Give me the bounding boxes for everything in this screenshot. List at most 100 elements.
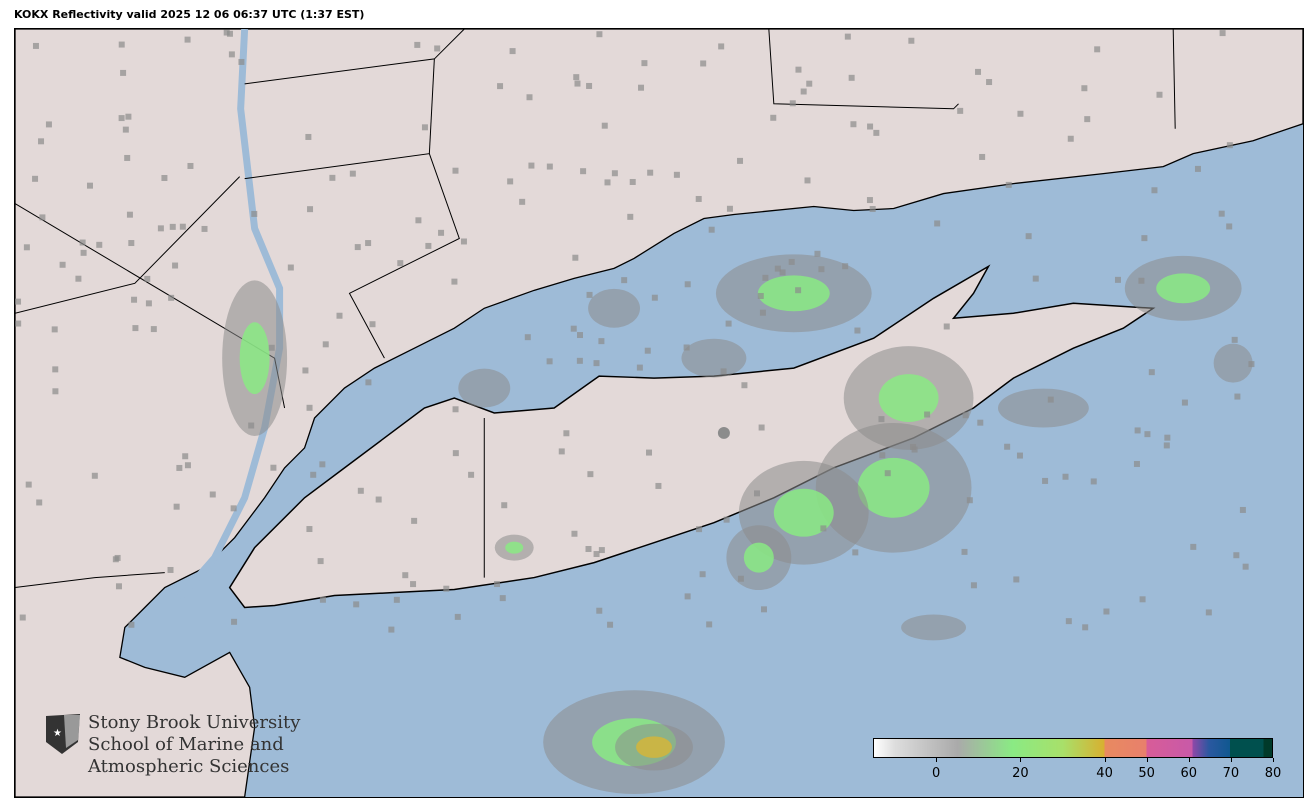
colorbar-tick-label: 50 <box>1138 766 1155 781</box>
radar-map[interactable] <box>14 28 1304 798</box>
echo-pixel <box>741 382 748 389</box>
echo-pixel <box>961 548 968 555</box>
echo-pixel <box>869 206 876 213</box>
svg-text:★: ★ <box>53 728 62 739</box>
echo-pixel <box>720 368 727 375</box>
echo-pixel <box>319 596 326 603</box>
echo-pixel <box>434 45 441 52</box>
echo-pixel <box>425 242 432 249</box>
echo-pixel <box>970 582 977 589</box>
echo-pixel <box>509 48 516 55</box>
echo-pixel <box>585 545 592 552</box>
radar-site <box>717 426 730 439</box>
echo-pixel <box>979 153 986 160</box>
echo-pixel <box>80 249 87 256</box>
echo-pixel <box>684 593 691 600</box>
echo-light <box>1213 343 1253 383</box>
echo-pixel <box>157 225 164 232</box>
echo-pixel <box>848 74 855 81</box>
mainland <box>15 29 1303 797</box>
colorbar-tick-label: 60 <box>1180 766 1198 781</box>
echo-pixel <box>319 461 326 468</box>
echo-pixel <box>1005 181 1012 188</box>
echo-pixel <box>251 210 258 217</box>
echo-pixel <box>167 566 174 573</box>
echo-pixel <box>145 300 152 307</box>
echo-pixel <box>122 126 129 133</box>
echo-pixel <box>421 124 428 131</box>
sbu-logo: ★ Stony Brook University School of Marin… <box>44 712 300 778</box>
echo-pixel <box>737 157 744 164</box>
echo-pixel <box>1094 46 1101 53</box>
echo-pixel <box>79 239 86 246</box>
colorbar-tick-label: 80 <box>1264 766 1282 781</box>
echo-pixel <box>402 572 409 579</box>
echo-pixel <box>758 424 765 431</box>
echo-pixel <box>1042 477 1049 484</box>
echo-pixel <box>497 83 504 90</box>
echo-pixel <box>231 618 238 625</box>
echo-pixel <box>957 107 964 114</box>
echo-pixel <box>725 320 732 327</box>
colorbar-tick-label: 0 <box>932 766 941 781</box>
echo-pixel <box>621 277 628 284</box>
echo-pixel <box>770 114 777 121</box>
echo-pixel <box>1090 478 1097 485</box>
echo-pixel <box>789 100 796 107</box>
colorbar-tick-mark <box>1188 758 1190 762</box>
echo-pixel <box>223 29 230 36</box>
echo-pixel <box>804 177 811 184</box>
echo-pixel <box>795 287 802 294</box>
colorbar-tick-label: 70 <box>1222 766 1240 781</box>
echo-core <box>505 541 524 554</box>
echo-pixel <box>507 178 514 185</box>
echo-pixel <box>737 575 744 582</box>
echo-pixel <box>611 170 618 177</box>
echo-pixel <box>168 294 175 301</box>
echo-pixel <box>1148 369 1155 376</box>
echo-pixel <box>762 274 769 281</box>
echo-pixel <box>452 450 459 457</box>
echo-pixel <box>1144 431 1151 438</box>
echo-pixel <box>574 80 581 87</box>
echo-pixel <box>601 122 608 129</box>
echo-pixel <box>75 275 82 282</box>
echo-core <box>636 736 672 758</box>
echo-pixel <box>563 430 570 437</box>
colorbar <box>873 738 1273 758</box>
echo-pixel <box>1156 91 1163 98</box>
echo-pixel <box>1233 552 1240 559</box>
echo-pixel <box>357 487 364 494</box>
echo-pixel <box>329 174 336 181</box>
echo-pixel <box>519 198 526 205</box>
echo-light <box>901 614 967 641</box>
echo-pixel <box>586 82 593 89</box>
echo-pixel <box>353 601 360 608</box>
echo-pixel <box>410 581 417 588</box>
echo-pixel <box>596 607 603 614</box>
echo-pixel <box>460 238 467 245</box>
echo-pixel <box>629 178 636 185</box>
echo-pixel <box>126 211 133 218</box>
echo-pixel <box>576 357 583 364</box>
echo-pixel <box>683 344 690 351</box>
echo-pixel <box>454 613 461 620</box>
echo-pixel <box>842 263 849 270</box>
echo-pixel <box>59 261 66 268</box>
echo-pixel <box>201 225 208 232</box>
echo-pixel <box>571 530 578 537</box>
echo-pixel <box>723 516 730 523</box>
echo-pixel <box>604 179 611 186</box>
echo-pixel <box>587 471 594 478</box>
echo-pixel <box>884 470 891 477</box>
echo-pixel <box>646 449 653 456</box>
echo-pixel <box>1004 443 1011 450</box>
echo-pixel <box>820 525 827 532</box>
echo-pixel <box>306 404 313 411</box>
echo-pixel <box>598 338 605 345</box>
map-title: KOKX Reflectivity valid 2025 12 06 06:37… <box>14 8 365 21</box>
echo-pixel <box>1151 187 1158 194</box>
echo-core <box>773 488 834 537</box>
echo-pixel <box>397 260 404 267</box>
echo-pixel <box>524 334 531 341</box>
